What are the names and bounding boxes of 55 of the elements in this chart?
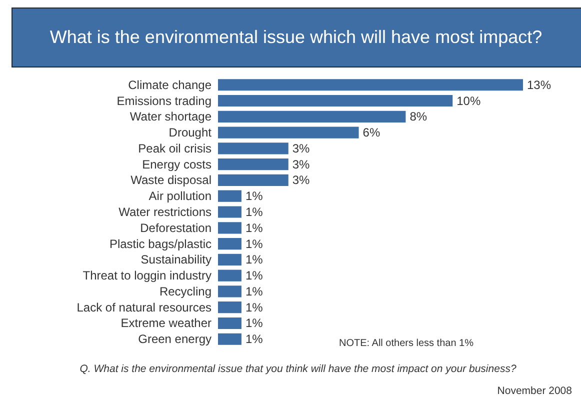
data-label: 1% [245,252,264,267]
data-label: 1% [245,189,264,204]
y-tick-label: Climate change [128,78,212,92]
y-tick-label: Energy costs [142,157,212,172]
y-tick-label: Peak oil crisis [138,141,212,156]
bar [218,317,242,330]
y-tick-label: Water shortage [130,110,212,124]
y-tick-label: Waste disposal [130,173,212,188]
bar [218,222,242,234]
y-tick-label: Lack of natural resources [76,300,212,314]
data-label: 1% [245,220,264,235]
data-label: 1% [245,236,264,251]
data-label: 3% [292,173,310,188]
y-tick-label: Water restrictions [118,205,212,219]
y-tick-label: Deforestation [140,220,212,235]
bar [218,79,523,91]
bar [218,238,242,250]
data-label: 1% [245,205,264,219]
y-tick-label: Sustainability [140,252,212,267]
data-label: 13% [527,78,552,92]
annotation: NOTE: All others less than 1% [339,338,474,349]
bar [218,126,359,138]
bar [218,206,242,218]
text: November 2008 [497,385,572,397]
bar [218,142,288,154]
data-label: 8% [410,110,428,124]
data-label: 3% [292,157,310,172]
y-tick-label: Plastic bags/plastic [109,236,212,251]
data-label: 1% [245,316,264,330]
data-label: 1% [245,268,264,283]
data-label: 6% [362,126,380,140]
bar [218,254,242,266]
bar [218,174,288,186]
bar [218,333,242,345]
data-label: 3% [292,141,310,156]
bar [218,286,242,298]
data-label: 10% [456,94,481,108]
data-label: 1% [245,284,264,298]
data-label: 1% [245,300,264,314]
bar [218,110,406,122]
data-label: 1% [245,332,264,346]
bar [218,270,242,282]
y-tick-label: Green energy [138,332,212,346]
y-tick-label: Drought [168,126,212,140]
bar [218,94,453,107]
y-tick-label: Extreme weather [120,316,212,330]
y-tick-label: Recycling [159,284,212,298]
bar [218,190,242,202]
text: Q. What is the environmental issue that you think will have the most impact on your business? [80,363,516,375]
y-tick-label: Emissions trading [116,94,212,108]
chart-title: What is the environmental issue which will have most impact? [50,27,542,47]
y-tick-label: Threat to loggin industry [82,268,212,283]
bar [218,302,242,314]
bar [218,158,288,170]
y-tick-label: Air pollution [148,189,212,204]
